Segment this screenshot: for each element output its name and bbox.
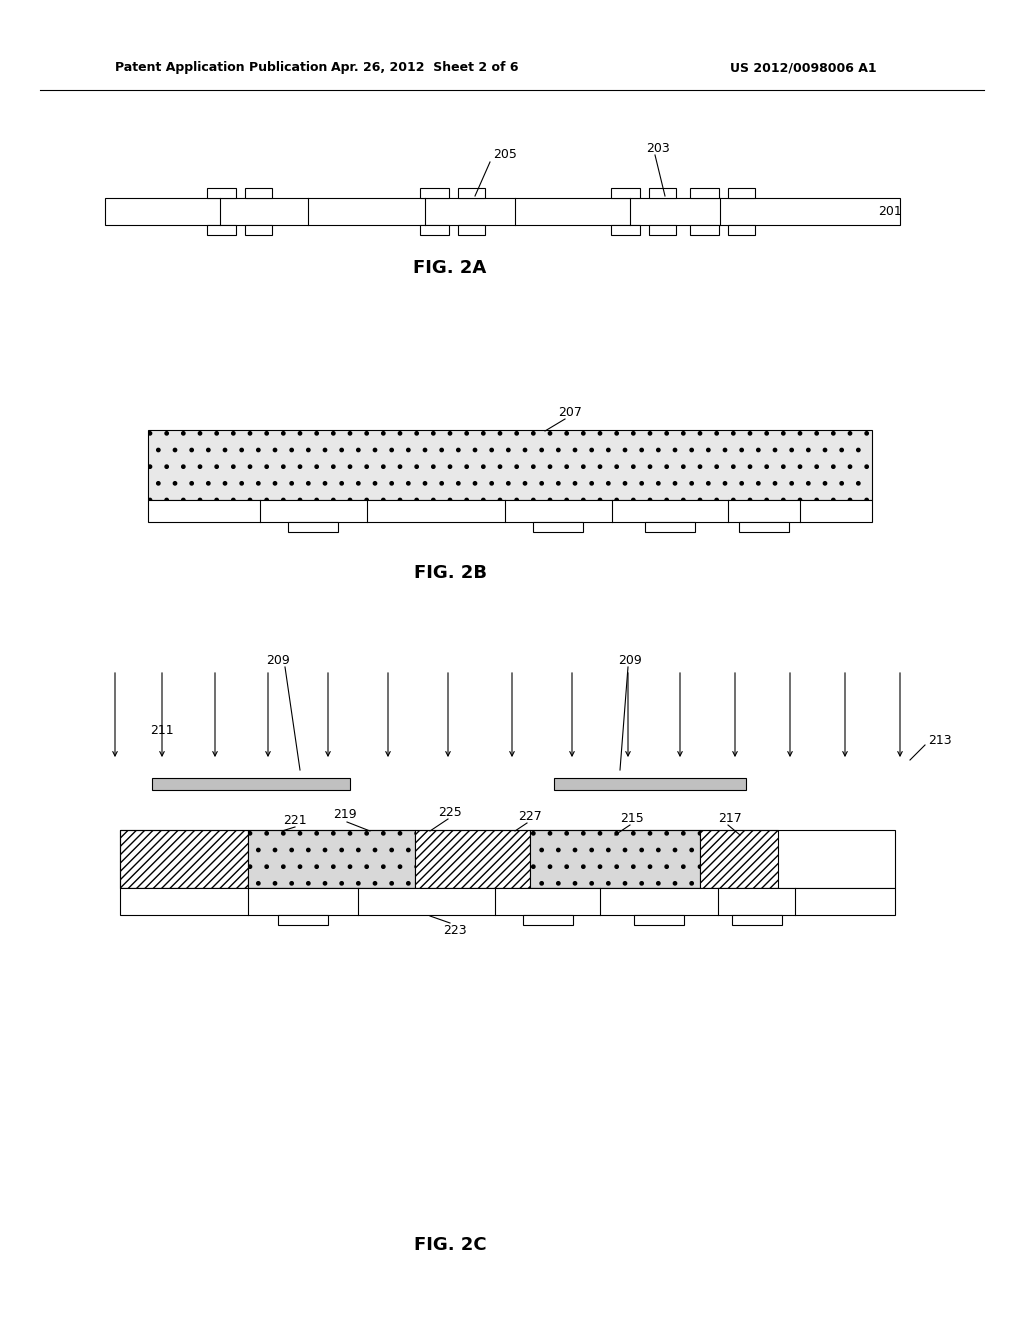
- Bar: [523, 915, 573, 925]
- Bar: [148, 500, 872, 521]
- Text: 223: 223: [443, 924, 467, 936]
- Bar: [152, 777, 350, 789]
- Bar: [278, 915, 328, 925]
- Bar: [739, 521, 790, 532]
- Bar: [649, 224, 676, 235]
- Bar: [634, 915, 684, 925]
- Bar: [420, 187, 449, 198]
- Text: FIG. 2B: FIG. 2B: [414, 564, 486, 582]
- Bar: [120, 830, 895, 888]
- Text: 201: 201: [878, 205, 902, 218]
- Text: 209: 209: [266, 653, 290, 667]
- Bar: [645, 521, 695, 532]
- Bar: [700, 830, 778, 888]
- Text: 219: 219: [333, 808, 356, 821]
- Text: 203: 203: [646, 141, 670, 154]
- Text: 213: 213: [928, 734, 951, 747]
- Bar: [690, 224, 719, 235]
- Bar: [420, 224, 449, 235]
- Bar: [415, 830, 530, 888]
- Bar: [732, 915, 782, 925]
- Bar: [120, 830, 248, 888]
- Text: 215: 215: [621, 812, 644, 825]
- Bar: [105, 198, 900, 224]
- Bar: [288, 521, 338, 532]
- Bar: [207, 224, 236, 235]
- Bar: [690, 187, 719, 198]
- Bar: [245, 187, 272, 198]
- Bar: [245, 224, 272, 235]
- Text: 217: 217: [718, 812, 741, 825]
- Text: 209: 209: [618, 653, 642, 667]
- Bar: [458, 224, 485, 235]
- Text: Patent Application Publication: Patent Application Publication: [115, 62, 328, 74]
- Bar: [458, 187, 485, 198]
- Bar: [728, 187, 755, 198]
- Text: 205: 205: [494, 149, 517, 161]
- Text: 225: 225: [438, 805, 462, 818]
- Bar: [611, 224, 640, 235]
- Bar: [530, 830, 700, 888]
- Bar: [649, 187, 676, 198]
- Bar: [207, 187, 236, 198]
- Text: 221: 221: [284, 813, 307, 826]
- Text: 211: 211: [151, 723, 174, 737]
- Bar: [248, 830, 415, 888]
- Bar: [611, 187, 640, 198]
- Text: Apr. 26, 2012  Sheet 2 of 6: Apr. 26, 2012 Sheet 2 of 6: [331, 62, 519, 74]
- Bar: [148, 430, 872, 500]
- Text: US 2012/0098006 A1: US 2012/0098006 A1: [730, 62, 877, 74]
- Bar: [728, 224, 755, 235]
- Text: 207: 207: [558, 405, 582, 418]
- Text: FIG. 2C: FIG. 2C: [414, 1236, 486, 1254]
- Bar: [120, 888, 895, 915]
- Bar: [534, 521, 583, 532]
- Text: 227: 227: [518, 809, 542, 822]
- Text: FIG. 2A: FIG. 2A: [414, 259, 486, 277]
- Bar: [554, 777, 746, 789]
